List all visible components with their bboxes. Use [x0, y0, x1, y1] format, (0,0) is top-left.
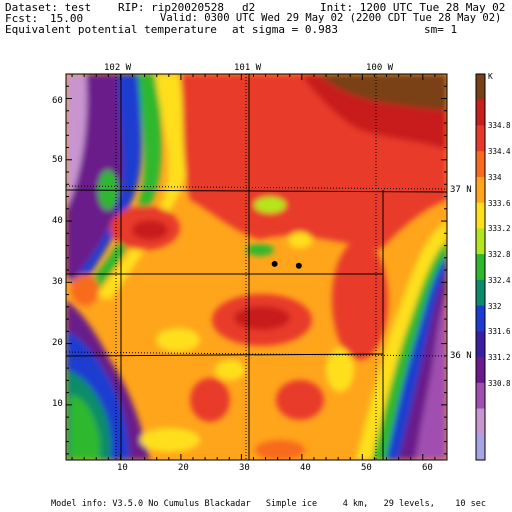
x-tick-40: 40: [300, 463, 311, 473]
colorbar-segment: [476, 331, 485, 358]
colorbar-label: 334.8: [488, 121, 511, 131]
init-time: Init: 1200 UTC Tue 28 May 02: [320, 1, 506, 14]
valid-time: Valid: 0300 UTC Wed 29 May 02 (2200 CDT …: [160, 12, 502, 24]
forecast-hour: 15.00: [50, 12, 84, 25]
forecast-label: Fcst:: [5, 12, 39, 25]
colorbar-segment: [476, 254, 485, 281]
colorbar-segment: [476, 125, 485, 152]
colorbar-segment: [476, 434, 485, 461]
x-tick-10: 10: [117, 463, 128, 473]
dataset-label: Dataset: test: [5, 1, 92, 14]
colorbar-unit: K: [488, 72, 493, 81]
y-tick-20: 20: [52, 338, 63, 348]
lon-label-102w: 102 W: [104, 63, 132, 73]
x-tick-50: 50: [361, 463, 372, 473]
rip-label: RIP: rip20020528: [118, 1, 224, 14]
colorbar-label: 332.4: [488, 275, 511, 285]
colorbar-segment: [476, 305, 485, 332]
x-tick-20: 20: [178, 463, 189, 473]
colorbar-segment: [476, 279, 485, 307]
y-tick-60: 60: [52, 96, 63, 106]
smoothing-label: sm= 1: [424, 23, 458, 36]
lat-label-37n: 37 N: [450, 185, 472, 195]
lat-label-36n: 36 N: [450, 351, 472, 361]
y-tick-30: 30: [52, 277, 63, 287]
colorbar-label: 334: [488, 172, 502, 182]
y-tick-50: 50: [52, 155, 63, 165]
colorbar-label: 330.8: [488, 378, 511, 388]
sigma-level: at sigma = 0.983: [232, 23, 338, 36]
y-tick-10: 10: [52, 399, 63, 409]
colorbar-segment: [476, 382, 485, 410]
filled-contours: [66, 74, 447, 460]
station-dot-2: [295, 262, 302, 269]
x-tick-30: 30: [239, 463, 250, 473]
colorbar-segment: [476, 176, 485, 204]
station-markers: [271, 260, 302, 269]
domain-label: d2: [242, 1, 256, 14]
colorbar-label: 331.6: [488, 327, 511, 337]
lon-label-100w: 100 W: [366, 63, 394, 73]
model-info: Model info: V3.5.0 No Cumulus Blackadar …: [51, 499, 486, 509]
plot-frame: [65, 73, 448, 461]
colorbar-frame: [475, 73, 486, 461]
colorbar-label: 331.2: [488, 353, 511, 363]
colorbar-label: 332: [488, 301, 502, 311]
x-tick-60: 60: [422, 463, 433, 473]
colorbar-segment: [476, 408, 485, 435]
y-tick-40: 40: [52, 216, 63, 226]
lon-label-101w: 101 W: [234, 63, 262, 73]
colorbar-segment: [476, 151, 485, 178]
station-dot-1: [271, 260, 278, 267]
lat-lon-lines: [66, 74, 447, 460]
colorbar-segment: [476, 99, 485, 126]
colorbar-segment: [476, 357, 485, 384]
colorbar: [475, 73, 486, 461]
field-name: Equivalent potential temperature: [5, 23, 217, 36]
colorbar-segment: [476, 228, 485, 255]
colorbar-label: 334.4: [488, 147, 511, 157]
colorbar-label: 333.2: [488, 224, 511, 234]
colorbar-label: 332.8: [488, 250, 511, 260]
colorbar-segment: [476, 202, 485, 229]
colorbar-segment: [476, 74, 485, 101]
colorbar-label: 333.6: [488, 198, 511, 208]
